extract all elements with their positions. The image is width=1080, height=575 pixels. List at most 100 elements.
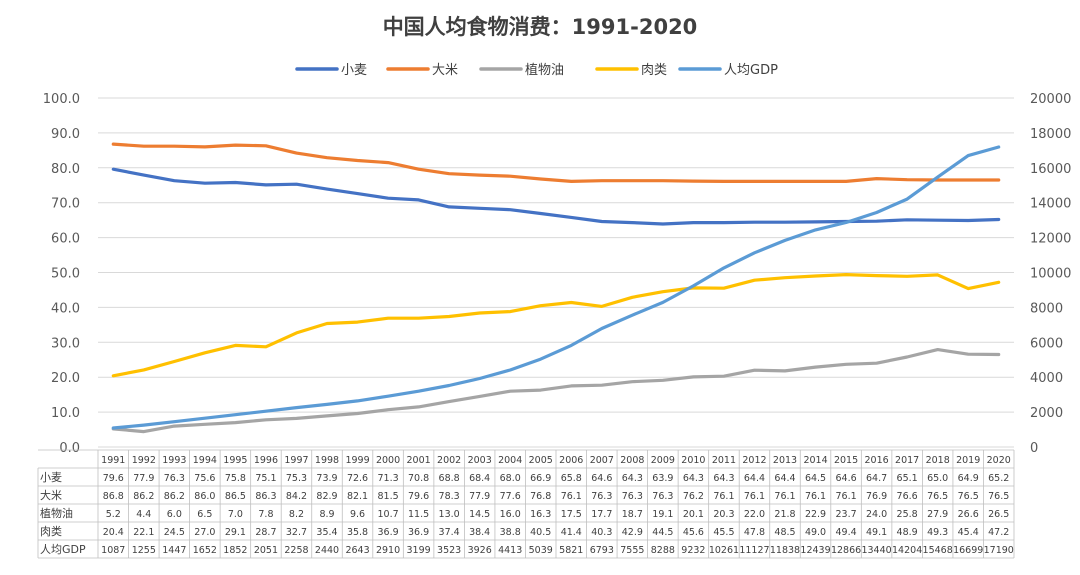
year-cell: 1994: [193, 455, 217, 466]
table-cell: 13.0: [439, 509, 460, 520]
table-cell: 73.9: [316, 473, 337, 484]
table-cell: 76.1: [835, 491, 856, 502]
y-right-tick-label: 2000: [1030, 406, 1063, 421]
table-cell: 76.5: [958, 491, 979, 502]
table-cell: 64.9: [958, 473, 979, 484]
y-left-tick-label: 50.0: [51, 267, 80, 282]
table-cell: 70.8: [408, 473, 429, 484]
table-cell: 64.5: [805, 473, 826, 484]
y-left-tick-label: 0.0: [59, 441, 80, 456]
table-cell: 9.6: [350, 509, 365, 520]
y-right-tick-label: 8000: [1030, 301, 1063, 316]
table-cell: 76.1: [744, 491, 765, 502]
series-line-人均GDP: [111, 145, 1001, 430]
table-cell: 17.7: [591, 509, 612, 520]
table-cell: 76.5: [927, 491, 948, 502]
table-cell: 63.9: [652, 473, 673, 484]
year-cell: 2000: [376, 455, 400, 466]
table-cell: 9232: [681, 545, 705, 556]
table-cell: 20.1: [683, 509, 704, 520]
legend: 小麦 大米 植物油 肉类 人均GDP: [295, 63, 778, 78]
table-cell: 18.7: [622, 509, 643, 520]
table-cell: 1652: [193, 545, 217, 556]
year-cell: 2001: [407, 455, 431, 466]
table-cell: 76.1: [774, 491, 795, 502]
table-cell: 8.9: [319, 509, 334, 520]
table-cell: 82.9: [316, 491, 337, 502]
year-cell: 2002: [437, 455, 461, 466]
table-cell: 17.5: [561, 509, 582, 520]
year-cell: 2008: [620, 455, 644, 466]
table-cell: 16699: [953, 545, 983, 556]
table-cell: 45.6: [683, 527, 704, 538]
table-cell: 2643: [345, 545, 369, 556]
y-right-tick-label: 4000: [1030, 371, 1063, 386]
gridlines: [98, 97, 1014, 448]
table-cell: 64.6: [835, 473, 856, 484]
table-cell: 86.5: [225, 491, 246, 502]
table-cell: 49.0: [805, 527, 826, 538]
table-cell: 42.9: [622, 527, 643, 538]
table-cell: 3199: [407, 545, 431, 556]
year-cell: 2004: [498, 455, 522, 466]
table-cell: 68.8: [439, 473, 460, 484]
y-right-tick-label: 12000: [1030, 232, 1071, 247]
table-cell: 75.6: [194, 473, 215, 484]
y-right-tick-label: 18000: [1030, 127, 1071, 142]
table-cell: 47.8: [744, 527, 765, 538]
table-cell: 77.6: [500, 491, 521, 502]
table-cell: 23.7: [835, 509, 856, 520]
y-left-tick-label: 80.0: [51, 162, 80, 177]
table-cell: 3926: [468, 545, 492, 556]
year-cell: 2014: [803, 455, 827, 466]
year-cell: 1995: [223, 455, 247, 466]
table-cell: 48.9: [897, 527, 918, 538]
table-cell: 24.0: [866, 509, 887, 520]
table-cell: 35.8: [347, 527, 368, 538]
year-cell: 2006: [559, 455, 583, 466]
year-cell: 1991: [101, 455, 125, 466]
table-cell: 64.3: [622, 473, 643, 484]
legend-label: 大米: [432, 63, 458, 78]
table-cell: 21.8: [774, 509, 795, 520]
table-cell: 14.5: [469, 509, 490, 520]
y-axis-left: 0.0 10.0 20.0 30.0 40.0 50.0 60.0 70.0 80.0 90.0 1…: [43, 92, 80, 456]
table-cell: 10.7: [377, 509, 398, 520]
table-cell: 12866: [831, 545, 861, 556]
table-cell: 12439: [800, 545, 830, 556]
table-cell: 20.3: [713, 509, 734, 520]
table-cell: 49.1: [866, 527, 887, 538]
legend-label: 小麦: [341, 63, 367, 78]
table-cell: 72.6: [347, 473, 368, 484]
table-cell: 76.1: [561, 491, 582, 502]
y-left-tick-label: 70.0: [51, 197, 80, 212]
table-cell: 6.0: [167, 509, 182, 520]
table-cell: 41.4: [561, 527, 582, 538]
table-cell: 86.2: [164, 491, 185, 502]
year-cell: 2010: [681, 455, 705, 466]
table-cell: 22.0: [744, 509, 765, 520]
y-left-tick-label: 60.0: [51, 232, 80, 247]
year-cell: 1997: [284, 455, 308, 466]
table-cell: 64.4: [774, 473, 795, 484]
table-cell: 5.2: [106, 509, 121, 520]
data-table: 1991 1992 1993 1994 1995 1996 1997 1998 1999 2000…: [37, 449, 1015, 559]
table-cell: 37.4: [439, 527, 460, 538]
table-cell: 2258: [284, 545, 308, 556]
year-cell: 1996: [254, 455, 278, 466]
chart-title: 中国人均食物消费：1991-2020: [383, 15, 698, 39]
year-cell: 2013: [773, 455, 797, 466]
table-cell: 5039: [529, 545, 553, 556]
table-cell: 4413: [498, 545, 522, 556]
row-label: 人均GDP: [40, 543, 86, 556]
table-cell: 64.3: [683, 473, 704, 484]
y-right-tick-label: 0: [1030, 441, 1038, 456]
table-cell: 11.5: [408, 509, 429, 520]
table-cell: 40.5: [530, 527, 551, 538]
table-cell: 11838: [770, 545, 800, 556]
row-label: 肉类: [40, 524, 62, 538]
year-cell: 2007: [590, 455, 614, 466]
table-cell: 7.0: [228, 509, 243, 520]
y-left-tick-label: 40.0: [51, 301, 80, 316]
year-cell: 1999: [345, 455, 369, 466]
